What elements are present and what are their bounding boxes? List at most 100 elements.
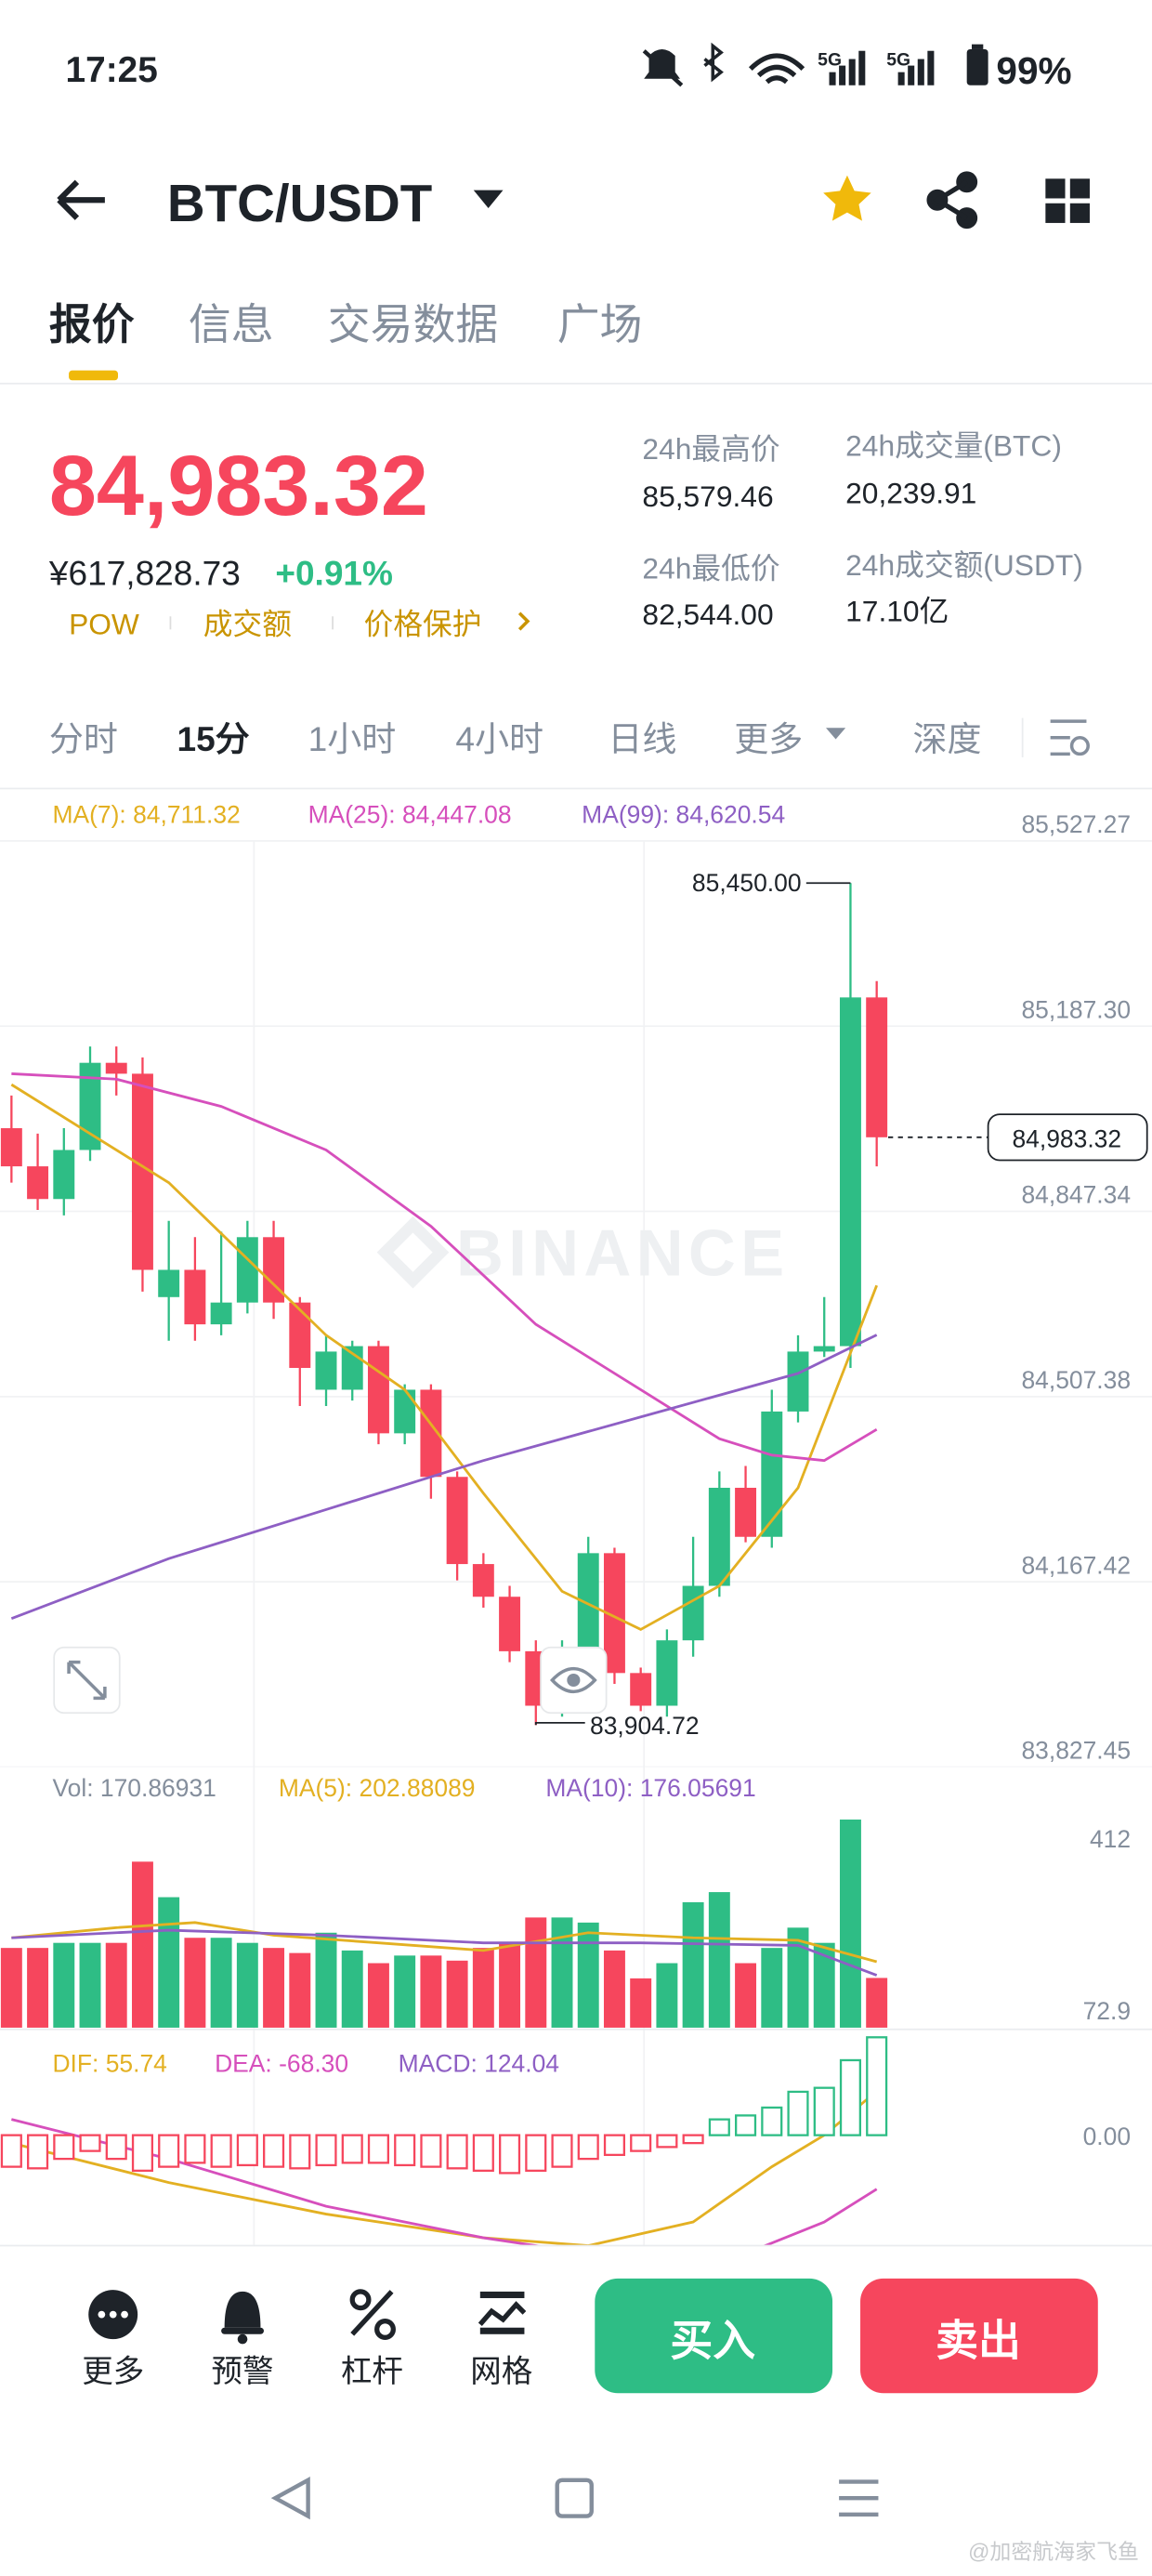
y-axis: 412 72.9: [1083, 1825, 1131, 2025]
histogram-bar: [630, 2134, 652, 2152]
volume-bar: [499, 1942, 521, 2028]
histogram-bar: [708, 2118, 730, 2136]
candle-body: [603, 1553, 625, 1674]
tab[interactable]: 交易数据: [328, 300, 498, 348]
chart-settings[interactable]: [1050, 719, 1090, 756]
pair-title[interactable]: BTC/USDT: [167, 174, 432, 232]
indicator-line: [11, 1928, 878, 1977]
volume-bar: [184, 1938, 206, 2028]
histogram-bar: [656, 2134, 678, 2149]
histogram-bar: [551, 2134, 573, 2168]
candle-body: [499, 1597, 521, 1651]
candle-body: [656, 1640, 678, 1706]
buy-label[interactable]: 买入: [670, 2317, 755, 2365]
legend-entry: Vol: 170.86931: [52, 1774, 216, 1802]
action-label[interactable]: 更多: [82, 2355, 144, 2389]
action-label[interactable]: 网格: [470, 2355, 532, 2389]
volume-bar: [813, 1942, 835, 2028]
stat-label: 24h最低价: [642, 552, 779, 585]
interval[interactable]: 日线: [608, 719, 676, 758]
tab[interactable]: 信息: [189, 300, 274, 348]
tag[interactable]: 成交额: [203, 608, 292, 641]
stat-label: 24h成交额(USDT): [845, 548, 1083, 582]
candle-body: [289, 1302, 311, 1369]
volume-bar: [420, 1955, 442, 2028]
battery: 99%: [996, 49, 1071, 92]
tab[interactable]: 广场: [557, 300, 643, 348]
nav-home[interactable]: [555, 2477, 594, 2518]
histogram-bar: [236, 2134, 258, 2167]
volume-bar: [866, 1978, 888, 2028]
volume-bar: [53, 1942, 75, 2028]
y-tick-label: 85,527.27: [1021, 810, 1131, 838]
legend-entry: DEA: -68.30: [215, 2050, 348, 2078]
volume-bar: [708, 1892, 730, 2028]
histogram-bar: [184, 2134, 206, 2164]
nav-back[interactable]: [270, 2477, 310, 2520]
interval[interactable]: 分时: [49, 719, 118, 758]
chevron: [517, 611, 530, 631]
candle-body: [315, 1351, 337, 1390]
action-label[interactable]: 预警: [212, 2355, 274, 2389]
indicator-line: [11, 1071, 878, 1463]
volume-bar: [341, 1950, 363, 2028]
volume-bar: [761, 1948, 783, 2028]
stat-value: 20,239.91: [845, 477, 976, 510]
interval[interactable]: 4小时: [455, 719, 543, 758]
y-tick-label: 85,187.30: [1021, 995, 1131, 1023]
candle-body: [158, 1269, 180, 1297]
histogram-bar: [53, 2134, 75, 2161]
candle-body: [787, 1351, 809, 1412]
candle-body: [263, 1237, 285, 1303]
action-margin[interactable]: 杠杆: [341, 2289, 403, 2389]
nav-menu[interactable]: [839, 2479, 879, 2517]
candle-body: [708, 1487, 730, 1586]
stat-label: 24h最高价: [642, 432, 779, 466]
action-grid[interactable]: 网格: [470, 2291, 532, 2389]
legend-entry: MA(10): 176.05691: [545, 1774, 755, 1802]
sell-label[interactable]: 卖出: [936, 2317, 1021, 2365]
share-button[interactable]: [926, 171, 978, 230]
tab[interactable]: 报价: [49, 300, 135, 348]
interval[interactable]: 1小时: [308, 719, 397, 758]
candle-body: [866, 997, 888, 1137]
action-label[interactable]: 杠杆: [341, 2355, 403, 2389]
last-price-box: [987, 1113, 1148, 1162]
candle-body: [105, 1062, 127, 1074]
action-alert[interactable]: 预警: [212, 2291, 274, 2389]
back-button[interactable]: [57, 179, 105, 220]
favorite-star[interactable]: [823, 175, 871, 221]
y-tick-label: 72.9: [1083, 1997, 1131, 2025]
volume-bar: [131, 1861, 153, 2028]
candle-body: [472, 1564, 494, 1597]
candle-body: [131, 1073, 153, 1270]
interval[interactable]: 15分: [177, 719, 249, 758]
candle-body: [27, 1166, 49, 1200]
buy-button[interactable]: [595, 2278, 833, 2394]
stat-value: 17.10亿: [845, 595, 949, 628]
histogram-bar: [525, 2134, 547, 2173]
visibility-button[interactable]: [540, 1646, 608, 1715]
tag[interactable]: 价格保护: [364, 608, 482, 641]
legend-entry: MA(25): 84,447.08: [308, 801, 512, 829]
cny-price: ¥617,828.73: [48, 554, 241, 593]
sell-button[interactable]: [860, 2278, 1098, 2394]
interval[interactable]: 更多: [734, 719, 803, 758]
y-tick-label: 83,827.45: [1021, 1737, 1131, 1765]
candle-body: [367, 1346, 389, 1434]
candle-body: [761, 1411, 783, 1537]
tag[interactable]: POW: [69, 608, 139, 641]
volume-bar: [735, 1963, 757, 2028]
status-time: 17:25: [66, 50, 158, 90]
volume-bar: [289, 1952, 311, 2028]
layout-button[interactable]: [1045, 178, 1090, 223]
volume-bar: [787, 1927, 809, 2028]
action-more[interactable]: 更多: [82, 2290, 144, 2389]
volume-bar: [682, 1902, 704, 2028]
pair-dropdown[interactable]: [473, 190, 504, 209]
candle-body: [813, 1346, 835, 1352]
volume-bar: [472, 1948, 494, 2028]
interval[interactable]: 深度: [912, 719, 981, 758]
volume-bar: [577, 1922, 599, 2028]
expand-button[interactable]: [53, 1646, 121, 1715]
